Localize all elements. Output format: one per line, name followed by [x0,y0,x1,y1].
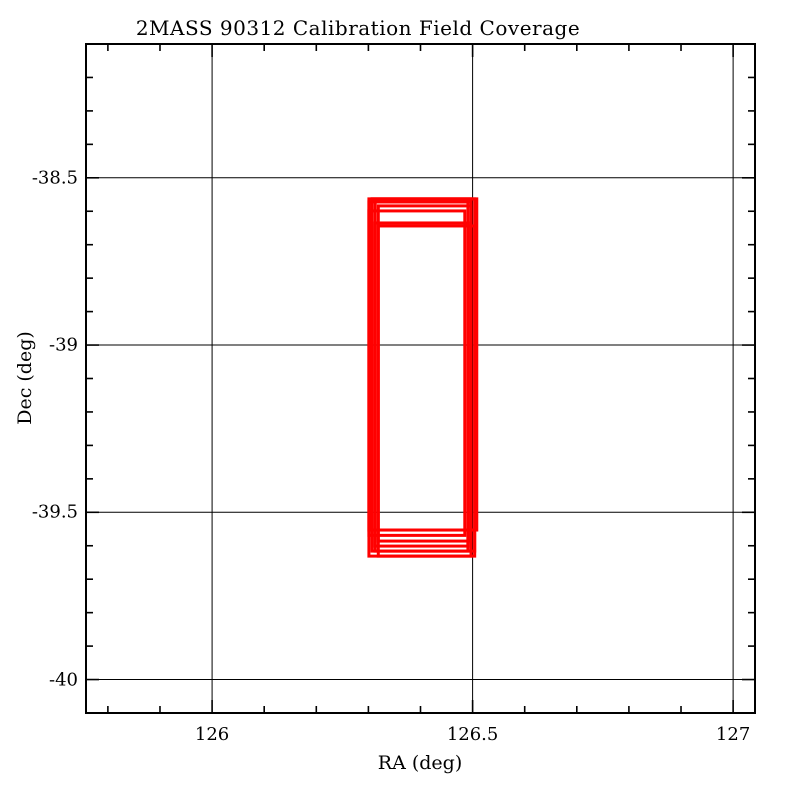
y-tick-label: -38.5 [31,167,78,189]
coverage-rect [376,224,477,558]
coverage-rect [367,209,467,537]
coverage-rect [373,200,470,548]
y-axis-label: Dec (deg) [14,331,36,425]
y-tick-label: -39 [49,334,78,356]
plot-frame [85,43,756,714]
coverage-rect [376,204,473,543]
x-tick-label: 127 [715,724,751,745]
x-tick-label: 126 [194,724,230,745]
coverage-rect [367,197,473,558]
y-tick-label: -39.5 [31,501,78,523]
coverage-rect [370,197,477,553]
y-tick-label: -40 [49,669,78,691]
x-tick-label: 126.5 [446,724,499,745]
x-axis-label: RA (deg) [377,752,463,774]
coverage-rect [373,221,470,553]
coverage-rect [370,197,479,532]
chart-title: 2MASS 90312 Calibration Field Coverage [135,16,581,40]
coverage-rect [367,200,473,532]
